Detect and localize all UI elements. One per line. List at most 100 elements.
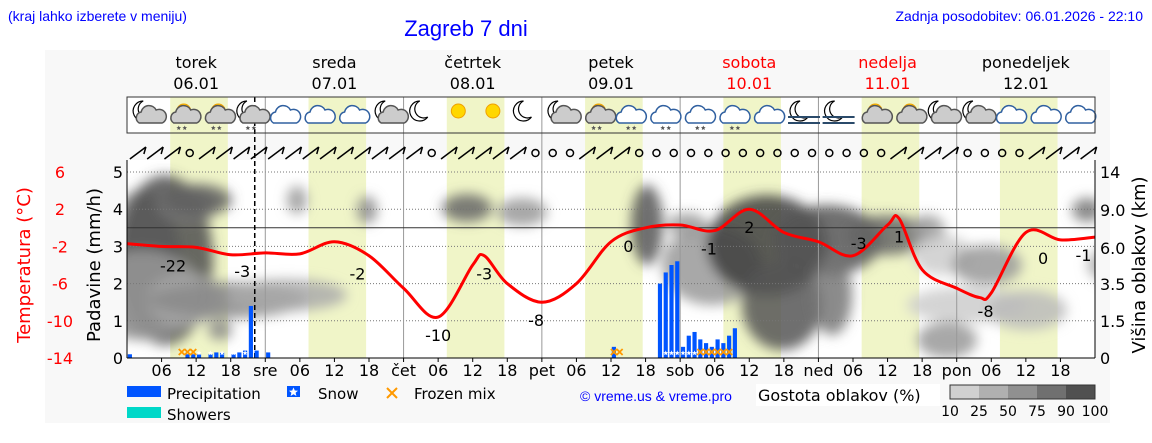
legend-snow: Snow	[318, 385, 358, 403]
wind-barb-icon	[164, 146, 181, 160]
wind-barb-feather	[1076, 146, 1081, 155]
cloud-shape	[861, 104, 894, 124]
wind-barb-feather	[402, 146, 406, 155]
wind-barb-icon	[890, 146, 907, 160]
precipitation-bar	[686, 335, 691, 358]
temperature-labels: -22 -3 -2 -10 -3 -8 0 -1 2 -3 1 -8 0 -1	[160, 218, 1091, 345]
precipitation-tick: 1	[113, 312, 123, 331]
icon-strip-border	[126, 96, 1096, 134]
precipitation-bar	[254, 350, 259, 358]
frozen-mix-marker	[178, 348, 186, 356]
last-updated: Zadnja posodobitev: 06.01.2026 - 22:10	[895, 8, 1143, 24]
x-tick-label: 12	[186, 361, 206, 380]
x-tick-label: 12	[601, 361, 621, 380]
wind-barb-feather	[264, 146, 268, 155]
cloud-shape	[204, 104, 237, 124]
legend: Precipitation Snow Frozen mix Showers	[127, 385, 496, 424]
wind-barb-icon	[578, 146, 596, 160]
snowflake-shape	[729, 125, 735, 130]
x-tick-label: 06	[705, 361, 725, 380]
calm-wind-icon	[755, 148, 765, 158]
legend-showers-swatch	[127, 407, 161, 418]
wind-barb-feather	[143, 146, 147, 155]
temperature-tick: -6	[52, 275, 68, 294]
moon-shape	[789, 100, 809, 122]
wind-barb-icon	[1062, 146, 1080, 160]
snow-marker	[680, 350, 686, 356]
wind-barb-icon	[1045, 146, 1063, 160]
calm-wind-icon	[704, 148, 713, 158]
cloud-legend-label-bg	[756, 384, 940, 406]
calm-wind-icon	[721, 148, 730, 158]
cloud-height-tick: 1.5	[1100, 312, 1125, 331]
temperature-label: 2	[744, 218, 754, 237]
precipitation-bars	[127, 261, 737, 358]
wind-barb-feather	[903, 146, 908, 155]
wind-barb-icon	[941, 146, 959, 160]
cloud-blob	[772, 205, 882, 275]
snow-marker	[219, 350, 225, 356]
wind-barb-feather	[955, 146, 960, 155]
x-tick-label: 12	[324, 361, 344, 380]
sun-shape	[450, 103, 466, 119]
x-tick-label: ned	[803, 361, 833, 380]
wind-barb-feather	[385, 146, 389, 155]
precipitation-bar	[219, 352, 225, 358]
calm-wind-icon	[185, 148, 194, 158]
precipitation-bar	[669, 265, 674, 358]
cloud-density-tick: 100	[1082, 404, 1109, 420]
wind-barb-icon	[198, 146, 216, 160]
grid	[127, 97, 1095, 358]
wind-barbs	[129, 146, 1098, 160]
calm-wind-icon	[773, 148, 782, 158]
copyright-link[interactable]: © vreme.us & vreme.pro	[580, 388, 732, 404]
moon-fog-icon	[788, 100, 821, 124]
precipitation-bar	[675, 261, 680, 358]
moon-fog-icon	[822, 100, 855, 124]
precipitation-bar	[721, 343, 726, 358]
day-date: 09.01	[588, 74, 634, 93]
precipitation-axis-label: Padavine (mm/h)	[84, 188, 105, 342]
temperature-line	[126, 207, 1096, 319]
precipitation-tick: 4	[113, 200, 123, 219]
location-hint[interactable]: (kraj lahko izberete v meniju)	[8, 8, 187, 24]
precipitation-tick: 3	[113, 237, 123, 256]
day-name: petek	[588, 53, 634, 72]
precipitation-bar	[214, 352, 219, 358]
moon-shape	[512, 100, 532, 122]
frozen-mix-marker	[719, 348, 727, 356]
wind-barb-feather	[160, 146, 164, 155]
wind-barb-feather	[212, 146, 216, 155]
cloud-height-tick: 3.5	[1100, 275, 1125, 294]
wind-barb-icon	[924, 146, 942, 160]
cloud-icon	[304, 104, 336, 124]
snow-marker	[196, 350, 202, 356]
cloud-height-tick: 6.0	[1100, 239, 1125, 258]
snow-marker	[663, 350, 669, 356]
wind-barb-icon	[336, 146, 354, 160]
calm-wind-icon	[980, 148, 990, 158]
wind-barb-feather	[298, 146, 303, 155]
cloud-density-tick: 25	[970, 404, 988, 420]
page-title: Zagreb 7 dni	[404, 16, 528, 41]
x-tick-label: 18	[912, 361, 932, 380]
snowflake-shape	[251, 125, 257, 130]
cloud-shape	[896, 104, 928, 124]
wind-barb-icon	[302, 146, 320, 160]
wind-barb-icon	[285, 146, 302, 160]
wind-barb-icon	[509, 146, 527, 160]
precipitation-tick: 2	[113, 275, 123, 294]
cloud-shape	[1065, 104, 1097, 124]
moon-cloud-icon	[132, 100, 168, 124]
calm-wind-icon	[997, 148, 1007, 158]
wind-barb-icon	[1080, 146, 1098, 160]
x-tick-label: 12	[739, 361, 759, 380]
cloud-density-swatch	[950, 385, 979, 399]
temperature-label: 1	[894, 228, 904, 247]
day-date: 06.01	[173, 74, 219, 93]
wind-barb-icon	[475, 146, 493, 160]
left-panel	[45, 50, 80, 423]
temperature-tick: 6	[55, 163, 65, 182]
x-tick-label: 06	[151, 361, 171, 380]
